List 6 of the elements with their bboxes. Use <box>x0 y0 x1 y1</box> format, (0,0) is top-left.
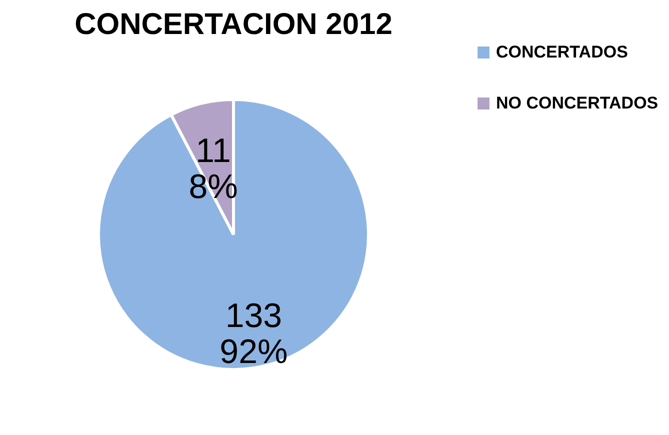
legend-label: CONCERTADOS <box>496 42 628 62</box>
chart-title: CONCERTACION 2012 <box>74 8 392 41</box>
data-label: 11 8% <box>188 132 238 206</box>
legend-label: NO CONCERTADOS <box>496 94 658 112</box>
data-label: 133 92% <box>220 297 288 372</box>
pie-slice <box>97 98 370 371</box>
